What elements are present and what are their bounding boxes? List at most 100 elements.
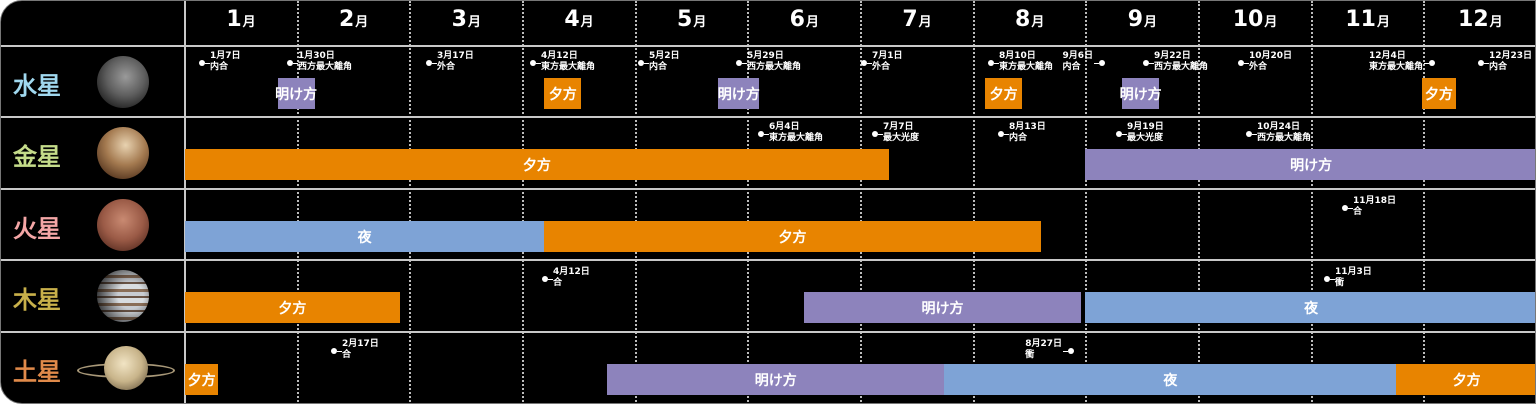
event-label: 12月23日 内合: [1489, 51, 1532, 73]
event-name: 西方最大離角: [1257, 133, 1312, 143]
event-dot-icon: [758, 131, 764, 137]
event-leader-line: [1063, 351, 1068, 352]
event-label: 8月27日衝: [1025, 339, 1062, 361]
event-label: 9月19日 最大光度: [1127, 122, 1164, 144]
event-name: 東方最大離角: [999, 62, 1054, 72]
event-dot-icon: [638, 60, 644, 66]
event-name: 合: [553, 278, 563, 288]
event-name: 外合: [872, 62, 891, 72]
month-header-3: 3月: [410, 7, 522, 32]
event-leader-line: [1348, 208, 1353, 209]
month-divider: [972, 1, 975, 403]
label-column-divider: [184, 1, 186, 403]
month-number: 3: [451, 7, 467, 32]
event-name: 内合: [1009, 133, 1028, 143]
event-name: 内合: [649, 62, 668, 72]
event-leader-line: [1122, 134, 1127, 135]
event-leader-line: [867, 63, 872, 64]
month-number: 10: [1232, 7, 1264, 32]
mercury-planet-icon: [97, 55, 149, 108]
event-dot-icon: [1099, 60, 1105, 66]
event-date: 6月4日: [769, 122, 800, 132]
event-date: 1月30日: [298, 51, 335, 61]
event-label: 6月4日 東方最大離角: [769, 122, 823, 144]
event-name: 最大光度: [883, 133, 920, 143]
visibility-bar-evening: 夕方: [185, 364, 219, 395]
row-divider: [1, 45, 1535, 47]
row-divider: [1, 331, 1535, 333]
event-name: 東方最大離角: [769, 133, 824, 143]
event-label: 11月18日合: [1353, 196, 1396, 218]
event-leader-line: [1244, 63, 1249, 64]
event-label: 4月12日合: [553, 267, 590, 289]
month-unit: 月: [355, 15, 369, 30]
event-label: 7月7日 最大光度: [883, 122, 919, 144]
event-leader-line: [1424, 63, 1429, 64]
visibility-bar-evening: 夕方: [544, 78, 582, 109]
month-unit: 月: [1489, 15, 1503, 30]
event-date: 2月17日: [342, 339, 379, 349]
visibility-bar-evening: 夕方: [1396, 364, 1535, 395]
event-label: 7月1日 外合: [872, 51, 903, 73]
month-number: 9: [1127, 7, 1143, 32]
month-unit: 月: [242, 15, 256, 30]
event-dot-icon: [1478, 60, 1484, 66]
visibility-bar-night: 夜: [1085, 292, 1535, 323]
month-header-5: 5月: [636, 7, 748, 32]
event-name: 西方最大離角: [1154, 62, 1209, 72]
event-date: 8月27日: [1025, 339, 1062, 349]
event-leader-line: [644, 63, 649, 64]
event-dot-icon: [1238, 60, 1244, 66]
planet-name-label: 火星: [13, 215, 61, 243]
event-label: 10月24日 西方最大離角: [1257, 122, 1311, 144]
event-date: 12月23日: [1489, 51, 1533, 61]
month-divider: [1310, 1, 1313, 403]
event-label: 5月29日 西方最大離角: [747, 51, 801, 73]
event-date: 9月6日: [1062, 51, 1093, 61]
row-divider: [1, 188, 1535, 190]
month-number: 7: [902, 7, 918, 32]
event-leader-line: [1252, 134, 1257, 135]
event-date: 8月13日: [1009, 122, 1046, 132]
event-dot-icon: [331, 348, 337, 354]
event-name: 外合: [1249, 62, 1268, 72]
event-label: 12月4日 東方最大離角: [1369, 51, 1423, 73]
event-dot-icon: [1116, 131, 1122, 137]
saturn-planet-icon: [104, 345, 148, 390]
month-unit: 月: [467, 15, 481, 30]
event-label: 8月13日 内合: [1009, 122, 1046, 144]
event-leader-line: [1330, 279, 1335, 280]
event-date: 12月4日: [1368, 51, 1406, 61]
event-name: 合: [342, 350, 352, 360]
event-leader-line: [205, 63, 210, 64]
month-number: 4: [564, 7, 580, 32]
month-header-10: 10月: [1199, 7, 1311, 32]
month-number: 8: [1015, 7, 1031, 32]
event-dot-icon: [426, 60, 432, 66]
month-header-11: 11月: [1312, 7, 1424, 32]
event-leader-line: [994, 63, 999, 64]
visibility-bar-morning: 明け方: [275, 78, 317, 109]
event-date: 3月17日: [437, 51, 474, 61]
month-number: 11: [1345, 7, 1376, 32]
event-dot-icon: [861, 60, 867, 66]
month-divider: [409, 1, 412, 403]
month-number: 5: [677, 7, 693, 32]
event-dot-icon: [1068, 348, 1074, 354]
event-leader-line: [1149, 63, 1154, 64]
month-number: 12: [1458, 7, 1489, 32]
event-leader-line: [1094, 63, 1099, 64]
visibility-bar-evening: 夕方: [185, 149, 889, 180]
month-unit: 月: [1031, 15, 1045, 30]
event-dot-icon: [530, 60, 536, 66]
event-leader-line: [548, 279, 553, 280]
event-date: 5月29日: [747, 51, 784, 61]
event-date: 10月20日: [1249, 51, 1293, 61]
event-dot-icon: [542, 276, 548, 282]
event-dot-icon: [287, 60, 293, 66]
event-date: 7月1日: [872, 51, 903, 61]
visibility-bar-morning: 明け方: [803, 292, 1082, 323]
event-label: 1月7日 内合: [210, 51, 241, 73]
event-name: 西方最大離角: [747, 62, 802, 72]
event-date: 11月3日: [1335, 267, 1372, 277]
